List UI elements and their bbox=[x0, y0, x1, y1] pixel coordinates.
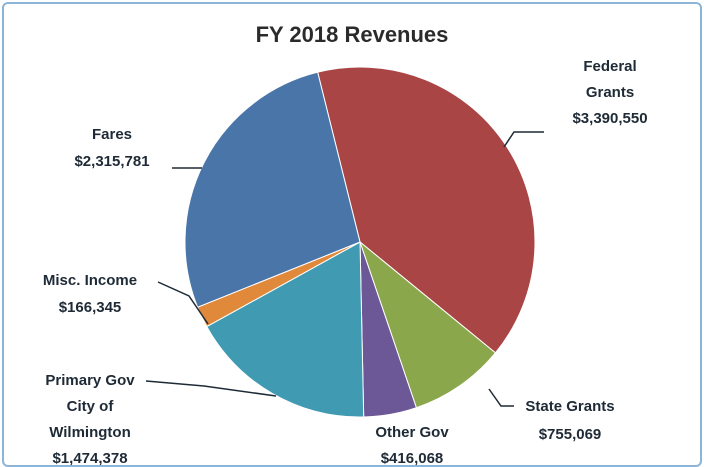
category-label: Fares bbox=[91, 126, 133, 143]
leader-line bbox=[503, 131, 544, 148]
value-label: $1,474,378 bbox=[52, 450, 128, 467]
category-label: Misc. Income bbox=[42, 272, 138, 289]
pie-slice bbox=[184, 71, 361, 308]
value-label: $755,069 bbox=[538, 426, 602, 443]
value-label: $166,345 bbox=[58, 299, 122, 316]
leader-line bbox=[488, 388, 514, 407]
category-label: Other Gov bbox=[375, 424, 449, 441]
category-label: Federal Grants bbox=[583, 58, 637, 101]
leader-line bbox=[157, 281, 209, 325]
category-label: State Grants bbox=[525, 398, 615, 415]
chart-title: FY 2018 Revenues bbox=[255, 22, 449, 47]
plot bbox=[145, 66, 544, 418]
leader-line bbox=[145, 380, 277, 397]
pie-slice bbox=[317, 66, 536, 354]
category-label: Primary Gov City of Wilmington bbox=[45, 372, 135, 441]
value-label: $416,068 bbox=[380, 450, 444, 467]
pie-slice bbox=[358, 240, 497, 409]
value-label: $3,390,550 bbox=[572, 110, 648, 127]
value-label: $2,315,781 bbox=[74, 153, 150, 170]
pie-slice bbox=[206, 241, 365, 418]
